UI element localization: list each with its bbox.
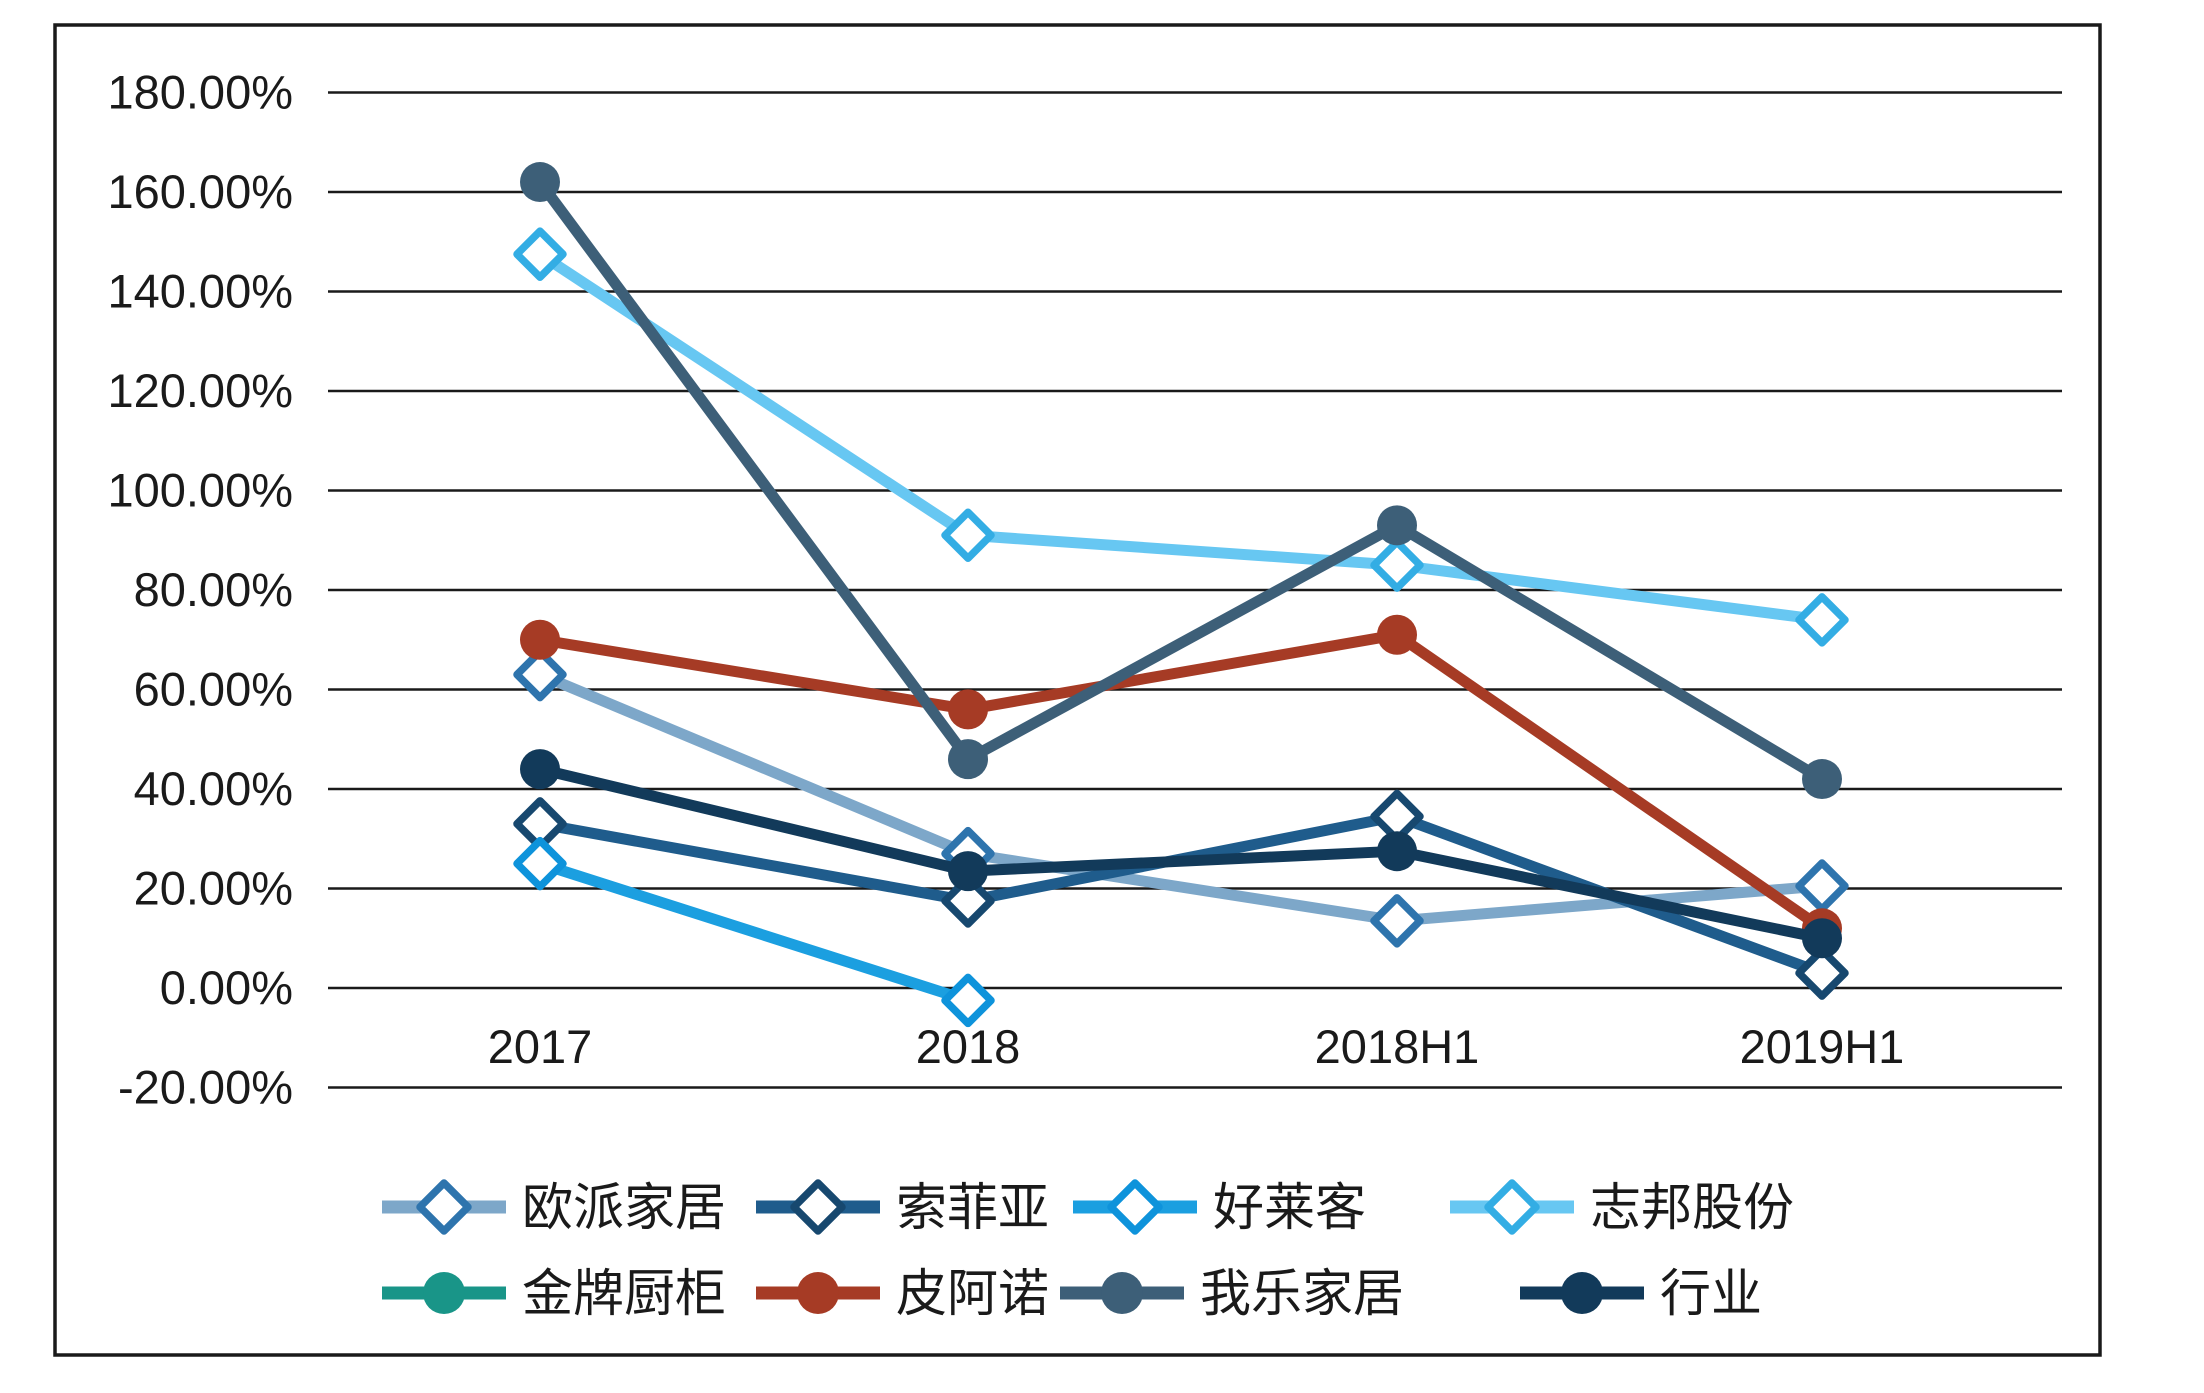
y-tick-label: 60.00% (134, 663, 293, 716)
data-point-marker (520, 749, 560, 790)
data-point-marker (941, 508, 995, 563)
legend-marker (797, 1272, 839, 1314)
data-point-marker (948, 689, 988, 730)
y-tick-label: 160.00% (107, 165, 293, 218)
legend-marker (1561, 1272, 1603, 1314)
data-point-marker (1377, 614, 1417, 655)
legend-marker (1107, 1179, 1163, 1235)
legend-marker (423, 1272, 465, 1314)
y-tick-label: 40.00% (134, 762, 293, 815)
legend-label: 欧派家居 (522, 1179, 726, 1236)
data-point-marker (1370, 538, 1424, 592)
y-tick-label: 80.00% (134, 563, 293, 616)
data-point-marker (520, 619, 560, 660)
legend-marker (790, 1179, 846, 1235)
legend-label: 索菲亚 (896, 1179, 1049, 1236)
data-point-marker (513, 647, 567, 702)
series-line-我乐家居 (534, 176, 1828, 785)
x-tick-label: 2017 (488, 1020, 593, 1073)
series-line-行业 (534, 763, 1828, 944)
data-point-marker (1370, 894, 1424, 948)
legend-label: 好莱客 (1213, 1179, 1366, 1236)
legend-marker (1484, 1179, 1540, 1235)
y-tick-label: 100.00% (107, 464, 293, 517)
series-line-皮阿诺 (534, 629, 1828, 934)
y-tick-label: 120.00% (107, 364, 293, 417)
legend-marker (416, 1179, 472, 1235)
x-tick-label: 2019H1 (1740, 1020, 1905, 1073)
data-point-marker (513, 836, 567, 891)
data-point-marker (948, 851, 988, 892)
legend-label: 皮阿诺 (896, 1265, 1049, 1322)
legend-label: 行业 (1660, 1265, 1762, 1322)
y-tick-label: 140.00% (107, 265, 293, 318)
data-point-marker (1377, 831, 1417, 872)
y-tick-label: 180.00% (107, 66, 293, 119)
data-point-marker (513, 227, 567, 281)
y-tick-label: -20.00% (118, 1061, 293, 1114)
legend-label: 志邦股份 (1590, 1179, 1794, 1236)
series-line-欧派家居 (534, 669, 1828, 927)
x-tick-label: 2018H1 (1315, 1020, 1480, 1073)
data-point-marker (1377, 505, 1417, 546)
data-point-marker (941, 874, 995, 928)
legend-label: 金牌厨柜 (522, 1265, 726, 1322)
series-line-志邦股份 (534, 248, 1828, 626)
legend-label: 我乐家居 (1200, 1265, 1404, 1322)
y-tick-label: 20.00% (134, 862, 293, 915)
x-tick-label: 2018 (916, 1020, 1021, 1073)
data-point-marker (1802, 759, 1842, 800)
legend-marker (1101, 1272, 1143, 1314)
data-point-marker (1795, 593, 1849, 647)
data-point-marker (1795, 946, 1849, 1000)
data-point-marker (520, 162, 560, 203)
data-point-marker (1802, 918, 1842, 959)
y-tick-label: 0.00% (160, 961, 293, 1014)
data-point-marker (941, 973, 995, 1028)
series-line-好莱客 (534, 858, 974, 1006)
data-point-marker (948, 739, 988, 780)
